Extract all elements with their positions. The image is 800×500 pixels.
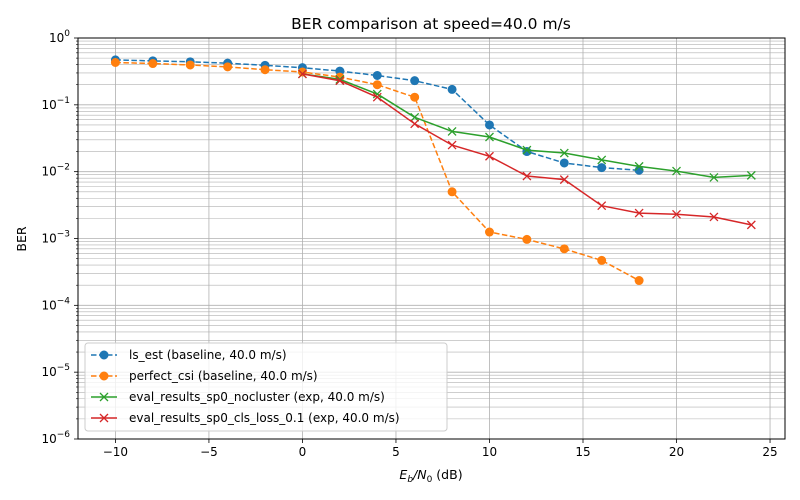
y-tick-exponent: −4 <box>57 296 71 306</box>
data-point <box>597 201 607 211</box>
series-3 <box>297 69 756 230</box>
data-point <box>260 65 270 75</box>
data-point <box>484 120 494 130</box>
data-point <box>746 220 756 230</box>
y-tick-label: 10−6 <box>41 430 70 446</box>
x-axis-label-sub-0: 0 <box>427 475 433 485</box>
y-tick-base: 10 <box>41 365 56 379</box>
series-line <box>115 61 640 282</box>
legend-label: ls_est (baseline, 40.0 m/s) <box>129 348 287 362</box>
x-tick-label: 20 <box>669 445 684 459</box>
series-2 <box>297 69 756 182</box>
data-point <box>99 413 109 423</box>
y-tick-label: 10−3 <box>41 230 70 246</box>
y-tick-label: 10−2 <box>41 163 70 179</box>
x-tick-label: 5 <box>392 445 400 459</box>
legend-label: perfect_csi (baseline, 40.0 m/s) <box>129 369 318 383</box>
x-tick-label: −10 <box>103 445 128 459</box>
y-tick-label: 10−4 <box>41 296 70 312</box>
data-point <box>485 132 494 142</box>
data-point <box>99 392 109 402</box>
y-tick-label: 10−1 <box>41 96 70 112</box>
x-axis-label: Eb/N0 (dB) <box>399 467 462 485</box>
y-tick-exponent: −6 <box>57 430 71 440</box>
y-tick-exponent: −5 <box>57 363 70 373</box>
data-point <box>522 145 532 155</box>
y-axis-label: BER <box>14 226 29 251</box>
y-tick-label: 100 <box>49 29 70 45</box>
series-layer <box>110 55 756 286</box>
y-tick-base: 10 <box>49 31 64 45</box>
data-point <box>447 140 457 150</box>
data-point <box>485 151 494 161</box>
data-point <box>522 234 532 244</box>
data-point <box>559 158 569 168</box>
data-point <box>297 69 307 79</box>
data-point <box>559 148 569 158</box>
data-point <box>410 112 420 122</box>
y-tick-exponent: −3 <box>57 230 70 240</box>
y-tick-base: 10 <box>41 432 56 446</box>
data-point <box>185 60 195 70</box>
ticks: −10 −5 0 5 10 15 20 2510−610−510−410−310−210−11… <box>41 29 777 459</box>
data-point <box>559 244 569 254</box>
data-point <box>110 57 120 67</box>
data-point <box>372 70 382 80</box>
legend-box <box>84 342 448 432</box>
y-tick-label: 10−5 <box>41 363 70 379</box>
data-point <box>597 255 607 265</box>
x-tick-label: 0 <box>299 445 307 459</box>
data-point <box>634 208 644 218</box>
data-point <box>410 92 420 102</box>
data-point <box>99 350 109 360</box>
x-axis-label-e: E <box>399 467 407 482</box>
y-tick-exponent: 0 <box>64 29 70 39</box>
data-point <box>522 171 532 181</box>
series-1 <box>110 57 644 286</box>
data-point <box>634 161 644 171</box>
x-axis-label-unit: (dB) <box>432 467 462 482</box>
data-point <box>709 212 719 222</box>
y-tick-base: 10 <box>41 232 56 246</box>
legend-label: eval_results_sp0_cls_loss_0.1 (exp, 40.0… <box>129 411 400 425</box>
data-point <box>372 92 382 102</box>
data-point <box>447 126 457 136</box>
x-axis-label-sub-b: b <box>407 475 413 485</box>
data-point <box>634 276 644 286</box>
data-point <box>447 84 457 94</box>
y-tick-base: 10 <box>41 98 56 112</box>
data-point <box>746 170 756 180</box>
data-point <box>597 155 607 165</box>
data-point <box>372 80 382 90</box>
data-point <box>597 163 607 173</box>
data-point <box>335 76 345 86</box>
data-point <box>148 59 158 69</box>
x-tick-label: 10 <box>482 445 497 459</box>
x-axis-label-n: /N <box>412 467 427 482</box>
chart-title: BER comparison at speed=40.0 m/s <box>291 15 571 33</box>
x-tick-label: −5 <box>200 445 218 459</box>
data-point <box>672 209 681 219</box>
data-point <box>99 371 109 381</box>
y-tick-exponent: −2 <box>57 163 70 173</box>
data-point <box>709 172 719 182</box>
y-tick-base: 10 <box>41 165 56 179</box>
y-tick-exponent: −1 <box>57 96 70 106</box>
x-tick-label: 25 <box>762 445 777 459</box>
legend-label: eval_results_sp0_nocluster (exp, 40.0 m/… <box>129 390 385 404</box>
data-point <box>672 166 681 176</box>
data-point <box>484 227 494 237</box>
data-point <box>410 76 420 86</box>
legend: ls_est (baseline, 40.0 m/s) perfect_csi (… <box>84 342 448 432</box>
data-point <box>447 187 457 197</box>
data-point <box>410 119 420 129</box>
y-tick-base: 10 <box>41 298 56 312</box>
data-point <box>223 62 233 72</box>
x-tick-label: 15 <box>575 445 590 459</box>
data-point <box>559 175 569 185</box>
